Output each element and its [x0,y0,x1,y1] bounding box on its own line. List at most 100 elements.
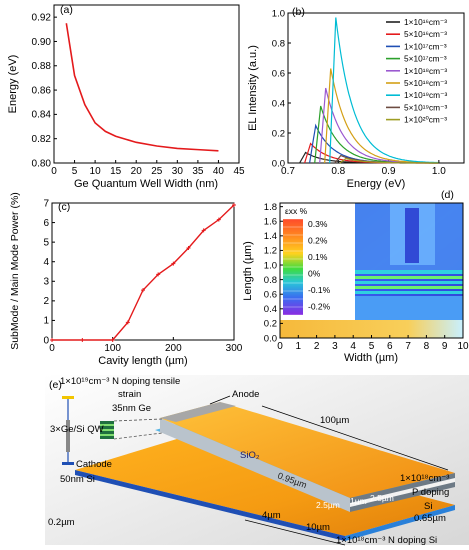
d-x-tick-label: 3 [332,341,338,352]
data-point-marker [201,228,206,233]
panel-a-label: (a) [60,4,73,16]
d-x-tick-label: 7 [405,341,411,352]
panel-a: (a) 0 5 10 15 20 25 30 35 40 45 0.800.820.840.860… [7,4,245,190]
panel-a-y-ticks: 0.80 0.82 0.84 0.86 0.88 0.90 0.92 [32,12,57,169]
a-x-tick-label: 30 [172,166,184,177]
a-x-tick-label: 20 [131,166,143,177]
panel-d-y-ticks: 0.0 0.2 0.4 0.6 0.8 1.0 1.2 1.4 1.6 1.8 [264,202,283,344]
colorbar-label: 0.1% [308,252,328,262]
ridge-front-face [160,418,350,512]
d-x-tick-label: 0 [277,341,283,352]
annot-seg3: 2.5µm [370,493,394,503]
d-x-tick-label: 8 [424,341,430,352]
d-x-tick-label: 5 [369,341,375,352]
legend-entry: 1×10¹⁶cm⁻³ [404,17,447,27]
qw-stack-stripe-2 [100,429,114,431]
ridge-top-p-si [160,402,455,498]
legend-entry: 1×10¹⁹cm⁻³ [404,90,447,100]
panel-b-spectra [299,17,439,164]
c-x-tick-label: 200 [165,343,182,354]
d-y-tick-label: 1.2 [264,246,277,257]
c-y-tick-label: 7 [43,198,49,209]
annot-p3: Si [424,501,432,512]
annot-top-doping: 1×10¹⁹cm⁻³ N doping tensile [60,376,180,387]
bottom-n-si-slab [75,435,455,536]
panel-b-ylabel: EL Intensity (a.u.) [247,45,259,131]
annot-ge: 35nm Ge [112,403,151,414]
anode-contact [160,402,236,422]
c-y-tick-label: 0 [43,335,49,346]
strain-map-lower-right [355,296,463,320]
b-y-tick-label: 1.0 [272,8,285,19]
d-x-tick-label: 1 [296,341,302,352]
qw-layer-3 [355,281,463,284]
strain-map-substrate [280,320,463,338]
annot-anode: Anode [232,389,259,400]
c-x-tick-label: 300 [226,343,243,354]
data-point-marker [171,261,176,266]
legend-entry: 5×10¹⁶cm⁻³ [404,29,447,39]
panel-a-x-ticks: 0 5 10 15 20 25 30 35 40 45 [51,160,245,177]
panel-c-y-ticks: 0 1 2 3 4 5 6 7 [43,198,55,346]
annot-t02: 0.2µm [48,517,75,528]
el-spectrum-curve [339,157,439,164]
annot-cathode: Cathode [76,459,112,470]
panel-a-energy-curve [65,23,219,152]
panel-c-markers [50,202,236,342]
panel-b-legend: 1×10¹⁶cm⁻³ 5×10¹⁶cm⁻³ 1×10¹⁷cm⁻³ 5×10¹⁷cm⁻³… [386,17,447,125]
annot-p1: 1×10¹⁸cm⁻³ [400,473,449,484]
qw-stack-stripe-1 [100,424,114,426]
a-x-tick-label: 5 [72,166,78,177]
qw-layer-1 [355,270,463,274]
panel-c-power-curve [52,204,235,341]
a-x-tick-label: 25 [151,166,163,177]
w10-dim-line [244,519,346,546]
a-x-tick-label: 40 [213,166,225,177]
c-y-tick-label: 6 [43,218,49,229]
annot-qw: 3×Ge/Si QW [50,424,104,435]
panel-e-label: (e) [49,379,62,391]
annot-si50: 50nm Si [60,474,95,485]
inset-stem [66,420,70,452]
annot-len100: 100µm [320,415,349,426]
b-y-tick-label: 0.0 [272,158,285,169]
qw-layer-4 [355,286,463,289]
data-point-marker [50,338,54,342]
data-point-marker [141,288,145,293]
d-y-tick-label: 1.0 [264,260,277,271]
d-y-tick-label: 0.4 [264,304,277,315]
d-x-tick-label: 9 [442,341,448,352]
colorbar-label: 0.2% [308,236,328,246]
legend-entry: 1×10¹⁸cm⁻³ [404,66,447,76]
d-x-tick-label: 10 [457,341,469,352]
c-y-tick-label: 5 [43,237,49,248]
qw-layer-2 [355,276,463,279]
data-point-marker [186,246,191,251]
b-x-tick-label: 0.7 [281,166,295,177]
inset-bottom-contact [62,462,74,465]
d-y-tick-label: 0.8 [264,275,277,286]
annot-w10: 10µm [306,522,330,533]
colorbar-labels: 0.3% 0.2% 0.1% 0% -0.1% -0.2% [308,219,331,312]
panel-b-xlabel: Energy (eV) [347,178,406,190]
d-y-tick-label: 1.4 [264,231,277,242]
a-x-tick-label: 45 [233,166,245,177]
panel-b: (b) 0.7 0.8 0.9 1.0 0.0 0.2 0.4 0.6 0.8 1.0 1×10… [247,6,465,190]
d-y-tick-label: 0.2 [264,319,277,330]
legend-entry: 5×10¹⁸cm⁻³ [404,78,447,88]
annot-n-bottom: 1×10¹⁸cm⁻³ N doping Si [336,535,437,546]
b-x-tick-label: 0.9 [382,166,396,177]
bottom-slab-side-edge [345,505,455,541]
panel-e: (e) 1×10¹⁹cm⁻³ N doping tensile strain 3… [45,375,469,546]
panel-a-frame [53,4,240,164]
len100-dim-line [261,405,449,471]
data-point-marker [216,217,221,222]
a-y-tick-label: 0.84 [32,110,52,121]
qw-layer-5 [355,291,463,294]
a-y-tick-label: 0.82 [32,134,52,145]
inset-top-contact [62,396,74,399]
a-x-tick-label: 35 [192,166,204,177]
el-spectrum-curve [309,123,439,164]
annot-w4: 4µm [262,510,281,521]
panel-c-frame [51,202,235,341]
